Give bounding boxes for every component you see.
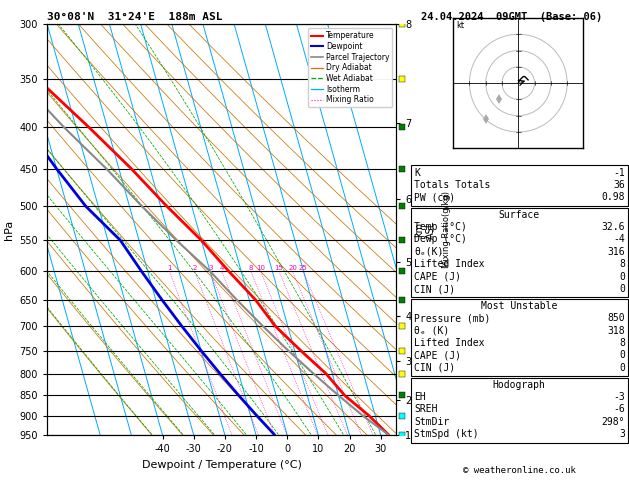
Text: K: K	[414, 168, 420, 178]
Text: CAPE (J): CAPE (J)	[414, 272, 461, 282]
Text: Mixing Ratio(g/kg): Mixing Ratio(g/kg)	[442, 191, 450, 268]
Text: 318: 318	[608, 326, 625, 336]
Text: 8: 8	[620, 260, 625, 269]
Text: SREH: SREH	[414, 404, 437, 415]
Text: -1: -1	[613, 168, 625, 178]
Text: kt: kt	[457, 21, 465, 30]
Text: θₑ(K): θₑ(K)	[414, 247, 443, 257]
Text: 30°08'N  31°24'E  188m ASL: 30°08'N 31°24'E 188m ASL	[47, 12, 223, 22]
Text: 10: 10	[256, 265, 265, 271]
Text: 0: 0	[620, 272, 625, 282]
Text: 25: 25	[299, 265, 308, 271]
Text: CAPE (J): CAPE (J)	[414, 350, 461, 361]
Text: 8: 8	[248, 265, 253, 271]
Text: StmSpd (kt): StmSpd (kt)	[414, 429, 479, 439]
Text: Most Unstable: Most Unstable	[481, 301, 557, 311]
Text: Temp (°C): Temp (°C)	[414, 222, 467, 232]
Text: θₑ (K): θₑ (K)	[414, 326, 449, 336]
Text: 32.6: 32.6	[602, 222, 625, 232]
Text: 4: 4	[220, 265, 224, 271]
Text: 3: 3	[208, 265, 213, 271]
Text: 0: 0	[620, 284, 625, 294]
Text: Lifted Index: Lifted Index	[414, 260, 484, 269]
Text: 0: 0	[620, 363, 625, 373]
Text: -4: -4	[613, 234, 625, 244]
Text: Dewp (°C): Dewp (°C)	[414, 234, 467, 244]
Text: 3: 3	[620, 429, 625, 439]
Text: -6: -6	[613, 404, 625, 415]
Text: Hodograph: Hodograph	[493, 380, 546, 390]
Text: 15: 15	[274, 265, 284, 271]
Text: 0: 0	[620, 350, 625, 361]
Text: 850: 850	[608, 313, 625, 323]
Text: Pressure (mb): Pressure (mb)	[414, 313, 490, 323]
Text: -3: -3	[613, 392, 625, 402]
Text: StmDir: StmDir	[414, 417, 449, 427]
Text: Surface: Surface	[499, 210, 540, 220]
Text: CIN (J): CIN (J)	[414, 363, 455, 373]
Text: 1: 1	[167, 265, 172, 271]
Y-axis label: km
ASL: km ASL	[415, 221, 436, 239]
Text: CIN (J): CIN (J)	[414, 284, 455, 294]
Y-axis label: hPa: hPa	[4, 220, 14, 240]
X-axis label: Dewpoint / Temperature (°C): Dewpoint / Temperature (°C)	[142, 460, 302, 469]
Text: PW (cm): PW (cm)	[414, 192, 455, 203]
Text: 24.04.2024  09GMT  (Base: 06): 24.04.2024 09GMT (Base: 06)	[421, 12, 603, 22]
Text: 2: 2	[192, 265, 197, 271]
Legend: Temperature, Dewpoint, Parcel Trajectory, Dry Adiabat, Wet Adiabat, Isotherm, Mi: Temperature, Dewpoint, Parcel Trajectory…	[308, 28, 392, 107]
Text: Lifted Index: Lifted Index	[414, 338, 484, 348]
Text: 36: 36	[613, 180, 625, 190]
Text: 20: 20	[288, 265, 297, 271]
Text: Totals Totals: Totals Totals	[414, 180, 490, 190]
Text: © weatheronline.co.uk: © weatheronline.co.uk	[463, 466, 576, 475]
Text: EH: EH	[414, 392, 426, 402]
Text: 0.98: 0.98	[602, 192, 625, 203]
Text: 8: 8	[620, 338, 625, 348]
Text: 316: 316	[608, 247, 625, 257]
Text: 298°: 298°	[602, 417, 625, 427]
